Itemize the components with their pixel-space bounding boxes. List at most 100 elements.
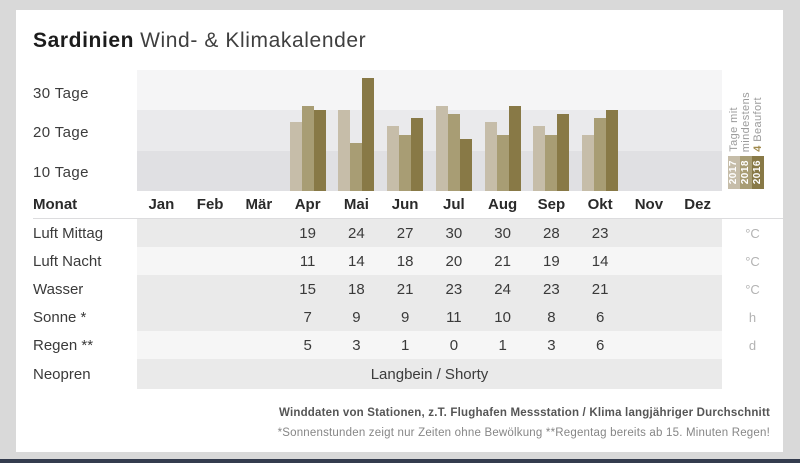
- bottom-accent-bar: [0, 459, 800, 463]
- month-header-label: Monat: [33, 196, 78, 213]
- bar-2018-Jul: [447, 114, 460, 191]
- month-header-Jun: Jun: [391, 196, 419, 213]
- month-header-Okt: Okt: [587, 196, 613, 213]
- value-cell-Apr: 7: [303, 308, 312, 326]
- value-cell-Jun: 21: [396, 280, 414, 298]
- table-row: Regen ** 5 3 1 0 1 3 6 d: [33, 331, 783, 359]
- page-title: Sardinien Wind- & Klimakalender: [33, 29, 366, 53]
- month-header-Jul: Jul: [443, 196, 465, 213]
- table-row: Neopren Langbein / Shorty: [33, 359, 783, 389]
- bar-2017-Jul: [435, 106, 448, 191]
- legend-year-label: 2017: [728, 160, 739, 185]
- legend-year-2017: 2017: [728, 156, 740, 189]
- month-header-row: Monat Jan Feb Mär Apr Mai Jun Jul Aug Sep Okt Nov D…: [33, 191, 783, 219]
- footer-asterisk-note: *Sonnenstunden zeigt nur Zeiten ohne Bew…: [277, 427, 770, 439]
- bar-2016-Okt: [606, 110, 619, 191]
- legend-year-2018: 2018: [740, 156, 752, 189]
- legend-year-2016: 2016: [752, 156, 764, 189]
- value-cell-Okt: 6: [595, 308, 605, 326]
- row-unit: °C: [745, 225, 760, 241]
- value-cell-Aug: 1: [498, 336, 507, 354]
- value-cell-Jun: 1: [400, 336, 410, 354]
- row-unit: h: [748, 309, 757, 325]
- value-cell-Mai: 24: [348, 224, 365, 242]
- month-header-Apr: Apr: [294, 196, 321, 213]
- table-row: Luft Nacht 11 14 18 20 21 19 14 °C: [33, 247, 783, 275]
- yaxis-label-20: 20 Tage: [33, 124, 89, 141]
- month-header-cells: Jan Feb Mär Apr Mai Jun Jul Aug Sep Okt Nov Dez: [137, 191, 722, 218]
- bar-2016-Aug: [508, 106, 521, 191]
- month-header-Mär: Mär: [245, 196, 273, 213]
- row-values: Langbein / Shorty: [137, 359, 722, 389]
- footer-source-note: Winddaten von Stationen, z.T. Flughafen …: [279, 407, 770, 419]
- row-values: 19 24 27 30 30 28 23: [137, 219, 722, 247]
- row-values: 7 9 9 11 10 8 6: [137, 303, 722, 331]
- bar-2016-Mai: [362, 78, 375, 191]
- legend-caption-line1: Tage mit: [728, 107, 740, 152]
- value-cell-Jul: 20: [445, 252, 463, 270]
- legend-caption-line2: mindestens: [740, 91, 752, 152]
- row-label: Luft Nacht: [33, 252, 102, 270]
- bar-2017-Mai: [338, 110, 351, 191]
- value-cell-Okt: 14: [591, 252, 609, 270]
- neopren-span-text: Langbein / Shorty: [370, 365, 489, 383]
- value-cell-Mai: 3: [352, 336, 361, 354]
- bar-group-layer: [137, 70, 722, 191]
- bar-2017-Apr: [289, 122, 302, 191]
- bar-2016-Jul: [459, 138, 472, 191]
- value-cell-Apr: 15: [299, 280, 316, 298]
- bar-2018-Aug: [496, 134, 509, 191]
- title-rest: Wind- & Klimakalender: [140, 29, 367, 52]
- value-cell-Okt: 6: [595, 336, 605, 354]
- bar-2017-Jun: [387, 126, 400, 191]
- value-cell-Mai: 9: [352, 308, 361, 326]
- month-header-Sep: Sep: [537, 196, 566, 213]
- month-header-Mai: Mai: [343, 196, 369, 213]
- value-cell-Jul: 30: [445, 224, 463, 242]
- value-cell-Sep: 8: [547, 308, 556, 326]
- row-label: Sonne *: [33, 308, 87, 326]
- value-cell-Sep: 28: [543, 224, 560, 242]
- bar-2016-Apr: [313, 110, 326, 191]
- legend-caption: Tage mit mindestens 4 Beaufort: [728, 68, 764, 152]
- legend-beaufort-number: 4: [752, 142, 764, 152]
- legend-beaufort-word: Beaufort: [752, 97, 764, 143]
- legend-caption-line3: 4 Beaufort: [752, 97, 764, 152]
- value-cell-Okt: 21: [591, 280, 609, 298]
- row-label: Regen **: [33, 336, 94, 354]
- month-header-Dez: Dez: [684, 196, 711, 213]
- value-cell-Jun: 27: [396, 224, 414, 242]
- row-label: Wasser: [33, 280, 84, 298]
- bar-2017-Sep: [533, 126, 546, 191]
- month-header-Jan: Jan: [148, 196, 175, 213]
- legend-year-label: 2018: [740, 160, 751, 185]
- value-cell-Jun: 18: [396, 252, 414, 270]
- value-cell-Apr: 19: [299, 224, 316, 242]
- value-cell-Sep: 3: [547, 336, 556, 354]
- value-cell-Okt: 23: [591, 224, 609, 242]
- table-row: Luft Mittag 19 24 27 30 30 28 23 °C: [33, 219, 783, 247]
- bar-2018-Apr: [301, 106, 314, 191]
- value-cell-Jul: 11: [446, 308, 462, 326]
- row-label: Neopren: [33, 365, 91, 383]
- value-cell-Apr: 11: [299, 252, 316, 270]
- legend-year-label: 2016: [752, 160, 763, 185]
- value-cell-Aug: 10: [494, 308, 511, 326]
- value-cell-Aug: 21: [494, 252, 511, 270]
- bar-2018-Jun: [399, 134, 412, 191]
- yaxis-label-30: 30 Tage: [33, 85, 89, 102]
- month-header-Nov: Nov: [634, 196, 664, 213]
- wind-bar-chart: [137, 70, 722, 191]
- bar-2017-Aug: [484, 122, 497, 191]
- bar-2018-Okt: [594, 118, 607, 191]
- chart-band-10-20: [137, 110, 722, 151]
- row-unit: °C: [745, 281, 760, 297]
- chart-band-0-10: [137, 150, 722, 191]
- legend-years: 2017 2018 2016: [728, 156, 764, 189]
- yaxis-label-10: 10 Tage: [33, 164, 89, 181]
- value-cell-Aug: 24: [494, 280, 511, 298]
- row-values: 5 3 1 0 1 3 6: [137, 331, 722, 359]
- title-region: Sardinien: [33, 29, 135, 52]
- value-cell-Jul: 23: [445, 280, 463, 298]
- bar-2016-Sep: [557, 114, 570, 191]
